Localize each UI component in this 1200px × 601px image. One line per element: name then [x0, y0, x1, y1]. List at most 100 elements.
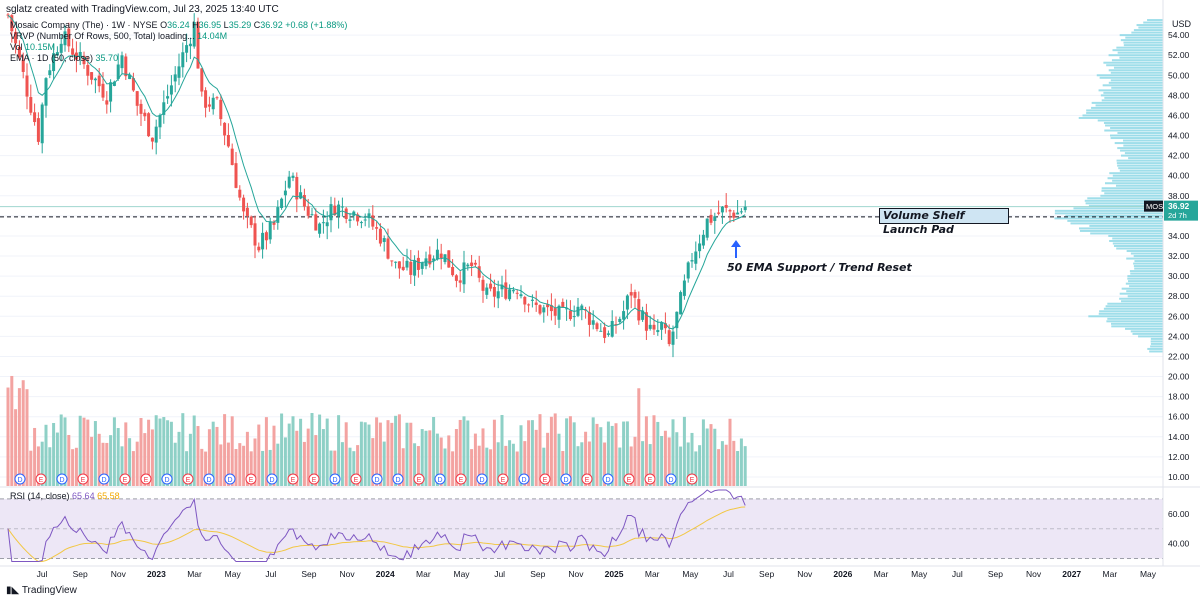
candle-body — [188, 43, 192, 47]
event-marker-dividend — [518, 473, 530, 485]
candle-body — [272, 221, 276, 225]
legend-ema-value: 35.70 — [95, 53, 119, 63]
price-tag-box — [1164, 200, 1198, 221]
volume-profile-row — [1130, 252, 1163, 255]
candle-body — [93, 78, 97, 81]
event-marker-label: D — [563, 477, 568, 484]
volume-profile-row — [1103, 121, 1163, 124]
volume-profile-row — [1124, 152, 1163, 155]
volume-bar — [55, 432, 59, 486]
candle-body — [139, 103, 143, 114]
volume-bar — [679, 446, 683, 486]
candle-body — [249, 216, 253, 226]
candle-body — [6, 14, 10, 16]
volume-profile-row — [1103, 61, 1163, 64]
event-marker-earnings — [413, 473, 425, 485]
legend-volume[interactable]: Vol 10.15M — [10, 42, 55, 52]
volume-profile-row — [1110, 134, 1163, 137]
volume-profile-row — [1113, 245, 1163, 247]
candle-body — [333, 205, 337, 216]
volume-profile-row — [1118, 167, 1163, 170]
volume-profile-row — [1112, 242, 1163, 245]
volume-profile-row — [1117, 132, 1163, 135]
volume-bar — [743, 446, 747, 486]
price-tick-label: 44.00 — [1168, 131, 1190, 141]
event-marker-dividend — [434, 473, 446, 485]
event-marker-label: E — [123, 477, 128, 484]
volume-profile-row — [1105, 305, 1163, 308]
candle-body — [557, 305, 561, 320]
candle-body — [135, 91, 139, 106]
tradingview-logo[interactable]: ▮◣ TradingView — [6, 585, 77, 596]
volume-profile-row — [1109, 239, 1163, 242]
legend-ema-label: EMA · 1D (50, close) — [10, 53, 94, 63]
candle-body — [637, 299, 641, 321]
candle-body — [40, 104, 44, 144]
candle-body — [306, 206, 310, 216]
candle-body — [394, 261, 398, 263]
volume-bar — [329, 450, 333, 486]
rsi-band — [0, 498, 1163, 559]
volume-profile-row — [1115, 184, 1163, 187]
volume-profile-row — [1116, 159, 1163, 162]
volume-profile-row — [1106, 64, 1163, 67]
volume-profile-row — [1091, 101, 1163, 104]
time-tick-label: Nov — [111, 569, 127, 579]
time-tick-label: Sep — [73, 569, 88, 579]
volume-profile-row — [1130, 330, 1163, 333]
volume-bar — [44, 424, 48, 486]
event-marker-label: D — [269, 477, 274, 484]
volume-profile-row — [1088, 315, 1163, 318]
event-marker-dividend — [329, 473, 341, 485]
volume-profile-row — [1131, 31, 1163, 34]
volume-bar — [116, 428, 120, 486]
candle-body — [553, 308, 557, 316]
volume-bar — [139, 418, 143, 486]
volume-bar — [641, 441, 645, 486]
candle-body — [397, 261, 401, 269]
volume-bar — [219, 444, 223, 486]
volume-bar — [82, 417, 86, 486]
candle-body — [568, 310, 572, 320]
volume-bar — [359, 421, 363, 486]
event-marker-label: D — [479, 477, 484, 484]
candle-body — [622, 311, 626, 320]
volume-bar — [306, 428, 310, 486]
legend-ema[interactable]: EMA · 1D (50, close) 35.70 — [10, 53, 118, 63]
volume-bar — [530, 420, 534, 486]
volume-profile-row — [1126, 250, 1163, 253]
volume-profile-row — [1110, 71, 1163, 74]
candle-body — [477, 266, 481, 278]
event-marker-label: D — [395, 477, 400, 484]
price-tick-label: 12.00 — [1168, 452, 1190, 462]
candle-body — [181, 52, 185, 68]
volume-bar — [97, 433, 101, 486]
candle-body — [143, 112, 147, 117]
legend-vrvp[interactable]: VRVP (Number Of Rows, 500, Total) loadin… — [10, 31, 227, 41]
candle-body — [55, 52, 59, 56]
event-marker-earnings — [350, 473, 362, 485]
volume-bar — [720, 441, 724, 486]
event-marker-label: D — [605, 477, 610, 484]
rsi-legend[interactable]: RSI (14, close) 65.64 65.58 — [10, 491, 120, 501]
event-marker-earnings — [35, 473, 47, 485]
volume-bar — [549, 416, 553, 486]
ema-support-note[interactable]: 50 EMA Support / Trend Reset — [727, 261, 912, 274]
legend-vrvp-label: VRVP (Number Of Rows, 500, Total) loadin… — [10, 31, 195, 41]
candle-body — [690, 260, 694, 262]
volume-shelf-callout[interactable]: Volume Shelf Launch Pad — [879, 208, 1009, 236]
volume-bar — [591, 417, 595, 486]
volume-bar — [489, 449, 493, 486]
candle-body — [105, 100, 109, 105]
price-tick-label: 16.00 — [1168, 412, 1190, 422]
volume-bar — [454, 429, 458, 486]
volume-profile-row — [1106, 320, 1163, 323]
event-marker-label: E — [459, 477, 464, 484]
volume-bar — [644, 416, 648, 486]
legend-symbol-title: Mosaic Company (The) · 1W · NYSE — [10, 20, 158, 30]
candle-body — [508, 289, 512, 300]
candle-body — [717, 212, 721, 214]
volume-bar — [553, 413, 557, 486]
